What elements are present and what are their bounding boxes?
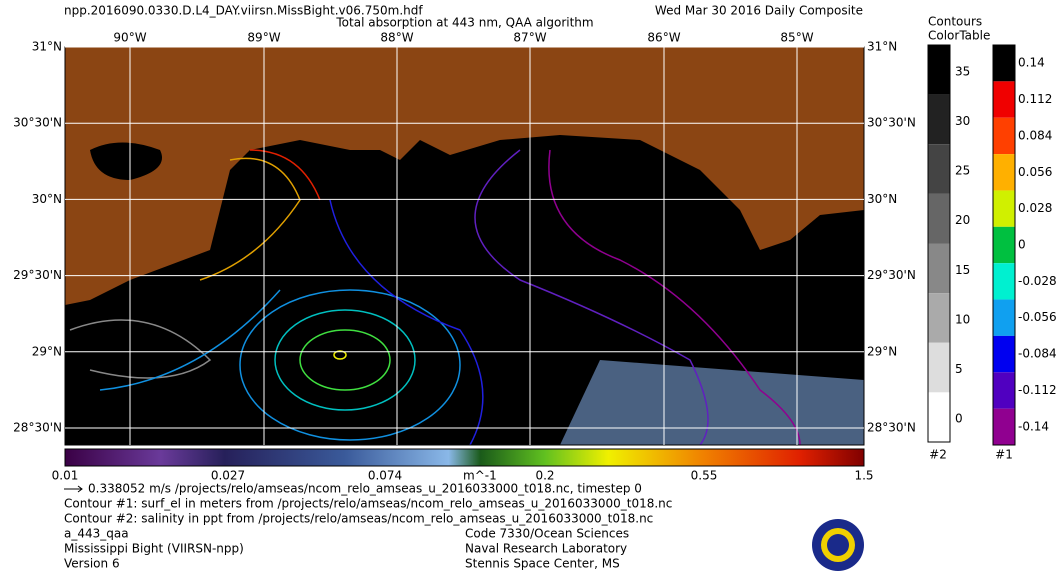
colorbar — [64, 448, 865, 467]
lat-label: 29°30'N — [867, 268, 916, 282]
lat-label: 30°30'N — [13, 116, 62, 130]
legend-swatch — [993, 335, 1015, 373]
colorbar-unit: m^-1 — [463, 469, 497, 483]
legend-swatch — [928, 342, 950, 393]
legend-label: 5 — [955, 362, 963, 376]
legend-frame — [927, 44, 951, 443]
legend-swatch — [928, 144, 950, 194]
legend-label: 20 — [955, 213, 970, 227]
legend-label: 30 — [955, 114, 970, 128]
lon-label: 86°W — [647, 31, 680, 45]
legend-swatch — [993, 81, 1015, 118]
legend-swatch — [993, 226, 1015, 264]
lat-label: 29°N — [867, 344, 897, 358]
legend-swatch — [993, 45, 1015, 82]
footer-line: Code 7330/Ocean Sciences — [465, 527, 629, 541]
legend-swatch — [993, 117, 1015, 155]
footer-line: Stennis Space Center, MS — [465, 557, 620, 571]
lon-label: 87°W — [513, 31, 546, 45]
footer-line: a_443_qaa — [64, 527, 129, 541]
lon-label: 89°W — [247, 31, 280, 45]
filename: npp.2016090.0330.D.L4_DAY.viirsn.MissBig… — [64, 4, 423, 18]
legend-label: 0.084 — [1018, 128, 1052, 142]
colorbar-label: 1.5 — [854, 469, 873, 483]
footer-line: Version 6 — [64, 557, 120, 571]
footer-line: Naval Research Laboratory — [465, 542, 627, 556]
vector-arrow — [64, 485, 83, 493]
legend-label: -0.14 — [1018, 419, 1049, 433]
legend-label: -0.028 — [1018, 274, 1057, 288]
lat-label: 30°N — [867, 192, 897, 206]
footer-line: Contour #2: salinity in ppt from /projec… — [64, 512, 653, 526]
lat-label: 30°N — [32, 192, 62, 206]
legend-swatch — [993, 263, 1015, 300]
legend-frame — [992, 44, 1016, 446]
legend-label: 25 — [955, 164, 970, 178]
lon-label: 88°W — [380, 31, 413, 45]
legend-label: 0.112 — [1018, 92, 1052, 106]
colorbar-label: 0.074 — [368, 469, 402, 483]
legend-swatch — [928, 392, 950, 442]
legend-swatch — [928, 45, 950, 95]
legend-label: 0.14 — [1018, 56, 1045, 70]
colorbar-label: 0.027 — [211, 469, 245, 483]
legend-swatch — [993, 190, 1015, 227]
legend-label: -0.084 — [1018, 347, 1057, 361]
lat-label: 30°30'N — [867, 116, 916, 130]
lat-label: 31°N — [867, 40, 897, 54]
footer-line: 0.338052 m/s /projects/relo/amseas/ncom_… — [88, 482, 642, 496]
colorbar-label: 0.55 — [691, 469, 718, 483]
map — [64, 46, 865, 446]
legend-label: 0.028 — [1018, 201, 1052, 215]
colorbar-label: 0.2 — [535, 469, 554, 483]
legend-label: 0.056 — [1018, 165, 1052, 179]
legend-swatch — [993, 299, 1015, 336]
legend-label: -0.056 — [1018, 310, 1057, 324]
colorbar-label: 0.01 — [52, 469, 79, 483]
legend-swatch — [993, 372, 1015, 409]
contours — [69, 149, 801, 446]
legend-swatch — [928, 243, 950, 294]
lat-label: 29°N — [32, 344, 62, 358]
legend-swatch — [928, 94, 950, 145]
legend-label: -0.112 — [1018, 383, 1057, 397]
lat-label: 31°N — [32, 40, 62, 54]
lat-label: 29°30'N — [13, 268, 62, 282]
legend-tag: #2 — [929, 448, 947, 462]
footer-line: Mississippi Bight (VIIRSN-npp) — [64, 542, 244, 556]
legend-swatch — [928, 193, 950, 244]
legend-swatch — [993, 408, 1015, 445]
legend-swatch — [928, 293, 950, 343]
lat-label: 28°30'N — [867, 421, 916, 435]
lon-label: 85°W — [780, 31, 813, 45]
lake — [90, 142, 162, 180]
subtitle: Total absorption at 443 nm, QAA algorith… — [335, 16, 593, 30]
legend-tag: #1 — [995, 448, 1013, 462]
lon-label: 90°W — [113, 31, 146, 45]
lat-label: 28°30'N — [13, 421, 62, 435]
legend-label: 0 — [1018, 238, 1026, 252]
legend-label: 0 — [955, 412, 963, 426]
footer-line: Contour #1: surf_el in meters from /proj… — [64, 497, 672, 511]
date: Wed Mar 30 2016 Daily Composite — [655, 4, 863, 18]
legend-label: 15 — [955, 263, 970, 277]
legend-label: 35 — [955, 64, 970, 78]
cloud — [560, 360, 864, 445]
legend-swatch — [993, 154, 1015, 191]
logo — [812, 519, 864, 571]
legend-label: 10 — [955, 312, 970, 326]
legend-title: ColorTable — [928, 29, 990, 43]
legend-title: Contours — [928, 15, 982, 29]
